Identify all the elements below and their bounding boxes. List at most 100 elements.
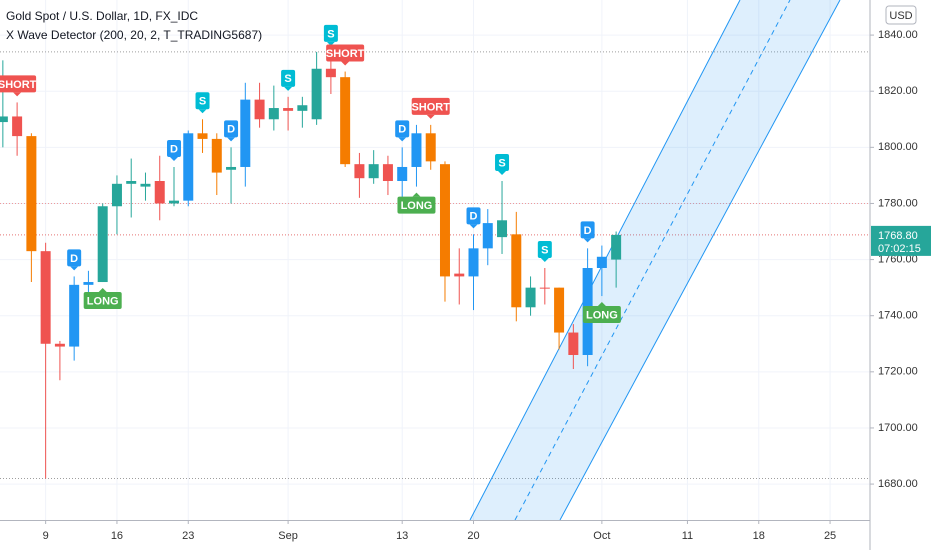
y-tick-label: 1780.00 (878, 197, 918, 209)
signal-label: D (580, 221, 595, 243)
y-tick-label: 1760.00 (878, 253, 918, 265)
channel-fill (470, 0, 840, 520)
currency-box (885, 5, 917, 25)
signal-label: S (323, 24, 338, 46)
candle-body (468, 248, 479, 277)
signal-text: S (284, 73, 291, 85)
signal-pointer (284, 86, 293, 91)
y-tick-label: 1740.00 (878, 310, 918, 322)
signal-text: S (541, 244, 548, 256)
candle-body (154, 181, 165, 204)
candle-body (568, 332, 579, 355)
signal-pointer (70, 266, 79, 271)
signal-text: D (227, 124, 235, 136)
signal-pointer (341, 61, 350, 66)
signal-pointer (98, 288, 107, 293)
y-tick-label: 1700.00 (878, 422, 918, 434)
signal-pointer (426, 114, 435, 119)
candle-body (254, 99, 265, 120)
signal-text: S (327, 28, 334, 40)
signal-pointer (13, 92, 22, 97)
candle-body (439, 164, 450, 277)
candle-body (511, 234, 522, 308)
x-tick-label: 25 (824, 530, 836, 542)
candle-body (340, 77, 351, 165)
x-tick-label: 9 (43, 530, 49, 542)
signal-box (537, 240, 552, 258)
signal-text: D (398, 124, 406, 136)
signal-pointer (412, 192, 421, 197)
signal-label: S (537, 240, 552, 262)
candle-body (126, 181, 137, 184)
signal-text: D (584, 225, 592, 237)
y-tick-label: 1840.00 (878, 29, 918, 41)
x-tick-label: 13 (396, 530, 408, 542)
signal-box (0, 75, 37, 93)
y-tick-label: 1720.00 (878, 366, 918, 378)
candle-body (596, 256, 607, 268)
candle-body (497, 220, 508, 238)
x-tick-label: Sep (278, 530, 298, 542)
signal-label: S (195, 92, 210, 114)
candle-body (539, 287, 550, 289)
signal-pointer (170, 156, 178, 161)
x-tick-label: 20 (467, 530, 479, 542)
candle-body (611, 234, 622, 260)
signal-text: S (498, 157, 505, 169)
signal-text: S (199, 96, 206, 108)
signal-label: LONG (397, 192, 436, 214)
signal-label: LONG (83, 288, 122, 310)
candle-body (425, 133, 436, 162)
candle-body (83, 282, 94, 285)
y-tick-label: 1800.00 (878, 141, 918, 153)
candle-body (397, 166, 408, 182)
channel-mid (514, 0, 791, 521)
candle-body (211, 138, 222, 173)
candle-body (525, 287, 536, 308)
signal-text: D (170, 143, 178, 155)
candle-body (197, 133, 208, 139)
candle-body (354, 164, 365, 179)
signal-box (582, 306, 621, 324)
x-tick-label: Oct (593, 530, 610, 542)
candle-body (183, 133, 194, 201)
candle-body (382, 164, 393, 182)
signal-label: D (466, 207, 481, 229)
signal-pointer (227, 137, 236, 142)
currency: USD (889, 10, 912, 22)
signal-label: D (395, 120, 410, 142)
candle-body (325, 68, 336, 78)
signal-label: SHORT (326, 44, 365, 66)
time-axis-bg (0, 520, 870, 550)
signal-box (411, 97, 450, 115)
signal-pointer (326, 41, 335, 46)
signal-box (326, 44, 365, 62)
candle-body (283, 108, 294, 111)
signal-pointer (469, 224, 478, 229)
candle-body (268, 108, 279, 120)
x-tick-label: 23 (182, 530, 194, 542)
signal-box (195, 92, 210, 110)
signal-text: SHORT (0, 79, 37, 91)
candle-body (12, 116, 23, 137)
signal-label: S (495, 154, 510, 176)
candle-body (482, 223, 493, 249)
signal-pointer (597, 302, 606, 307)
candle-body (554, 287, 565, 333)
indicator-label: X Wave Detector (200, 20, 2, T_TRADING56… (6, 28, 262, 42)
signal-box (323, 24, 338, 42)
signal-label: SHORT (411, 97, 450, 119)
candle-body (411, 133, 422, 167)
signal-label: D (67, 249, 82, 271)
candle-body (368, 164, 379, 179)
price-axis-bg (870, 0, 932, 550)
last-price-box (871, 225, 931, 256)
y-tick-label: 1680.00 (878, 478, 918, 490)
candle-body (40, 251, 51, 344)
channel-lower (559, 0, 841, 521)
signal-text: LONG (586, 309, 618, 321)
x-tick-label: 11 (682, 530, 693, 542)
signal-box (495, 154, 510, 172)
